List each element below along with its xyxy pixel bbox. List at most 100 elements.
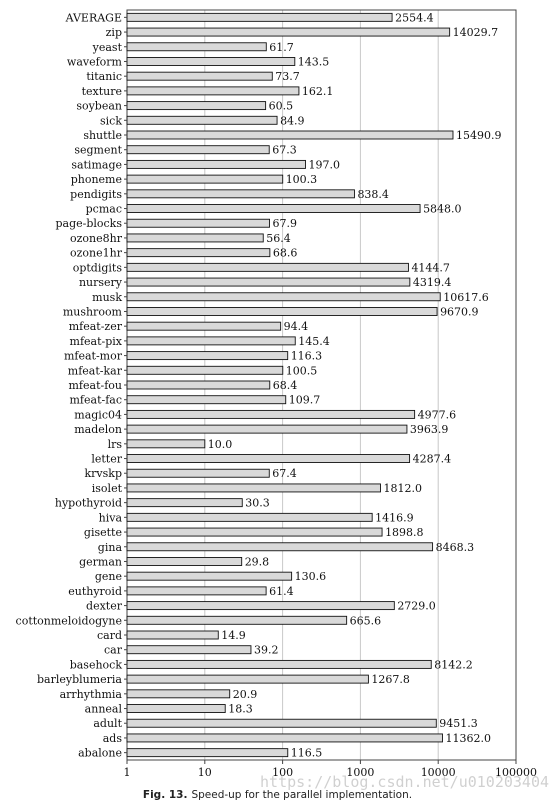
bar: [126, 645, 252, 655]
category-label: mfeat-fou: [69, 379, 123, 392]
category-label: gene: [95, 570, 122, 583]
category-label: soybean: [76, 100, 122, 113]
value-label: 67.3: [272, 144, 297, 157]
value-label: 94.4: [284, 320, 309, 333]
category-label: adult: [93, 717, 122, 730]
value-label: 665.6: [350, 614, 382, 627]
bar: [126, 527, 383, 537]
bar: [126, 27, 451, 37]
value-label: 15490.9: [456, 129, 502, 142]
value-label: 18.3: [228, 703, 253, 716]
bar: [126, 86, 300, 96]
bar: [126, 439, 206, 449]
value-label: 68.6: [273, 247, 298, 260]
category-label: card: [97, 629, 122, 642]
category-label: musk: [92, 291, 122, 304]
category-label: ads: [103, 732, 123, 745]
value-label: 1898.8: [385, 526, 424, 539]
x-tick-label: 1000: [346, 766, 374, 779]
bar: [126, 233, 264, 243]
category-label: euthyroid: [68, 585, 122, 598]
bar: [126, 615, 348, 625]
category-label: shuttle: [83, 129, 122, 142]
figure-caption-text: Speed-up for the parallel implementation…: [191, 789, 413, 801]
category-label: page-blocks: [55, 217, 122, 230]
category-label: anneal: [85, 703, 123, 716]
category-label: mfeat-mor: [64, 350, 123, 363]
bar: [126, 174, 284, 184]
category-label: pendigits: [70, 188, 122, 201]
value-label: 1812.0: [383, 482, 422, 495]
value-label: 73.7: [275, 70, 300, 83]
category-label: dexter: [86, 600, 123, 613]
value-label: 10.0: [208, 438, 233, 451]
category-label: ozone1hr: [70, 247, 123, 260]
category-label: pcmac: [86, 203, 122, 216]
x-tick-label: 10000: [421, 766, 456, 779]
value-label: 3963.9: [410, 423, 449, 436]
value-label: 162.1: [302, 85, 334, 98]
value-label: 2554.4: [395, 11, 434, 24]
x-tick-label: 100000: [495, 766, 537, 779]
value-label: 4144.7: [411, 261, 450, 274]
bar: [126, 748, 289, 758]
value-label: 4977.6: [418, 408, 457, 421]
value-label: 8468.3: [436, 541, 475, 554]
bar: [126, 380, 271, 390]
value-label: 10617.6: [443, 291, 489, 304]
category-label: sick: [100, 114, 122, 127]
category-label: gisette: [84, 526, 122, 539]
category-label: barleyblumeria: [37, 673, 122, 686]
category-label: hiva: [99, 511, 123, 524]
value-label: 5848.0: [423, 203, 462, 216]
category-label: ozone8hr: [70, 232, 123, 245]
bar: [126, 218, 270, 228]
value-label: 1416.9: [375, 511, 414, 524]
bar: [126, 365, 284, 375]
value-label: 14.9: [221, 629, 246, 642]
bar: [126, 586, 267, 596]
value-label: 838.4: [357, 188, 389, 201]
bar: [126, 204, 421, 213]
bar: [126, 277, 411, 287]
bar: [126, 101, 267, 111]
bar: [126, 57, 296, 66]
figure-caption-label: Fig. 13.: [142, 789, 188, 801]
value-label: 116.5: [291, 747, 323, 760]
bar: [126, 704, 226, 713]
category-label: titanic: [86, 70, 122, 83]
value-label: 39.2: [254, 644, 278, 657]
bar: [126, 262, 409, 272]
category-label: mfeat-zer: [69, 320, 123, 333]
value-label: 9670.9: [440, 305, 479, 318]
bar: [126, 512, 373, 522]
bar: [126, 189, 355, 199]
value-label: 29.8: [245, 555, 270, 568]
bar: [126, 292, 441, 302]
value-label: 20.9: [233, 688, 258, 701]
bar: [126, 409, 416, 419]
category-label: basehock: [70, 658, 123, 671]
bar: [126, 12, 393, 22]
value-label: 60.5: [269, 100, 294, 113]
category-label: waveform: [67, 55, 123, 68]
category-label: satimage: [71, 158, 122, 171]
category-label: car: [104, 644, 123, 657]
category-label: mfeat-kar: [68, 364, 123, 377]
category-label: krvskp: [85, 467, 123, 480]
x-tick-label: 10: [198, 766, 212, 779]
value-label: 2729.0: [397, 600, 436, 613]
bar: [126, 659, 432, 669]
watermark-text: https://blog.csdn.net/u010203404: [260, 773, 549, 791]
bar: [126, 498, 243, 508]
bar: [126, 630, 219, 640]
value-label: 4287.4: [413, 453, 452, 466]
value-label: 67.4: [272, 467, 297, 480]
bar: [126, 395, 287, 405]
value-label: 100.3: [286, 173, 318, 186]
value-label: 109.7: [289, 394, 321, 407]
category-label: phoneme: [71, 173, 122, 186]
value-label: 116.3: [291, 350, 323, 363]
value-label: 61.4: [269, 585, 294, 598]
